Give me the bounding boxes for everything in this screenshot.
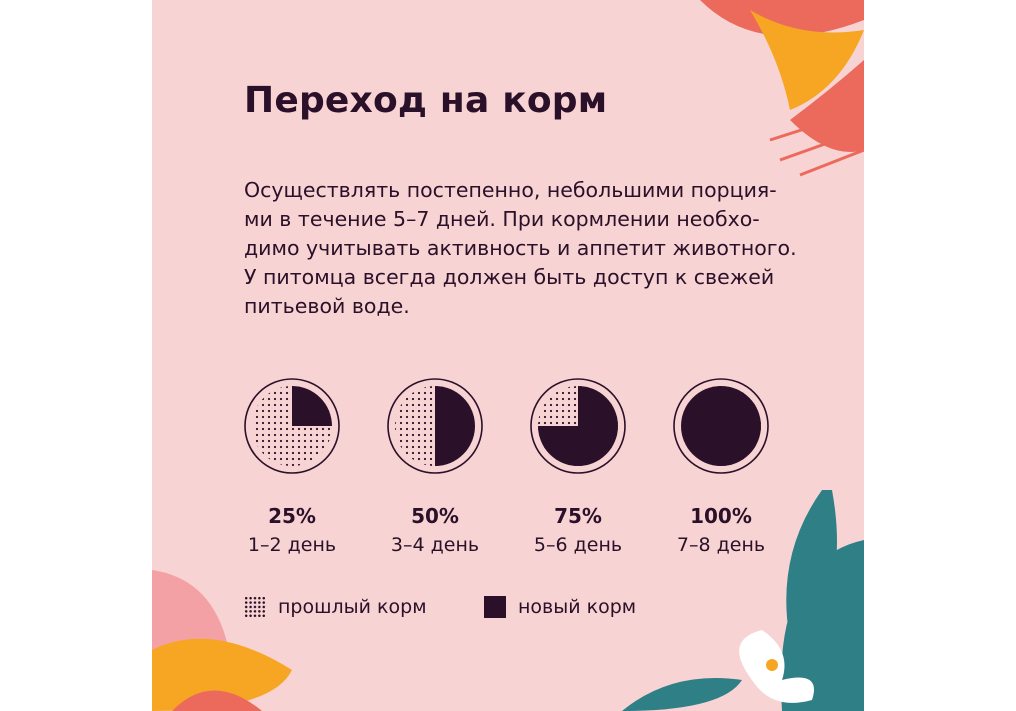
legend-new-feed: новый корм: [484, 596, 636, 618]
percent-label-75: 75%: [554, 504, 602, 528]
pie-slice-new-feed: [435, 386, 475, 466]
instructions-line: ми в течение 5–7 дней. При кормлении нео…: [244, 207, 760, 231]
legend-old-feed: прошлый корм: [244, 596, 427, 618]
pie-3: [530, 378, 626, 474]
pie-1: [244, 378, 340, 474]
instructions-line: димо учитывать активность и аппетит живо…: [244, 236, 797, 260]
pie-outer-ring: [244, 378, 340, 474]
days-label-4: 7–8 день: [676, 534, 766, 556]
page-title: Переход на корм: [244, 80, 608, 121]
solid-swatch-icon: [484, 596, 506, 618]
days-label-3: 5–6 день: [533, 534, 623, 556]
percent-label-50: 50%: [411, 504, 459, 528]
days-label-1: 1–2 день: [247, 534, 337, 556]
tropical-leaves-bottom-left-icon: [152, 570, 292, 711]
legend-new-feed-label: новый корм: [518, 596, 637, 618]
feed-transition-chart: [244, 378, 769, 474]
pie-slice-new-feed: [538, 386, 618, 466]
pie-slice-new-feed: [292, 386, 332, 426]
pie-slice-new-feed: [681, 386, 761, 466]
instructions-line: У питомца всегда должен быть доступ к св…: [244, 265, 775, 289]
pie-outer-ring: [673, 378, 769, 474]
instructions-line: Осуществлять постепенно, небольшими порц…: [244, 178, 777, 202]
instructions-line: питьевой воде.: [244, 294, 410, 318]
dotted-swatch-icon: [244, 596, 266, 618]
pie-4: [673, 378, 769, 474]
instructions-text: Осуществлять постепенно, небольшими порц…: [244, 176, 804, 321]
pie-outer-ring: [530, 378, 626, 474]
days-label-2: 3–4 день: [390, 534, 480, 556]
percent-label-100: 100%: [690, 504, 752, 528]
percent-label-25: 25%: [268, 504, 316, 528]
tropical-leaves-top-icon: [700, 0, 864, 177]
legend-old-feed-label: прошлый корм: [278, 596, 427, 618]
pie-2: [387, 378, 483, 474]
tropical-leaves-bottom-right-icon: [622, 490, 864, 711]
info-card: Переход на корм Осуществлять постепенно,…: [152, 0, 864, 711]
pie-outer-ring: [387, 378, 483, 474]
